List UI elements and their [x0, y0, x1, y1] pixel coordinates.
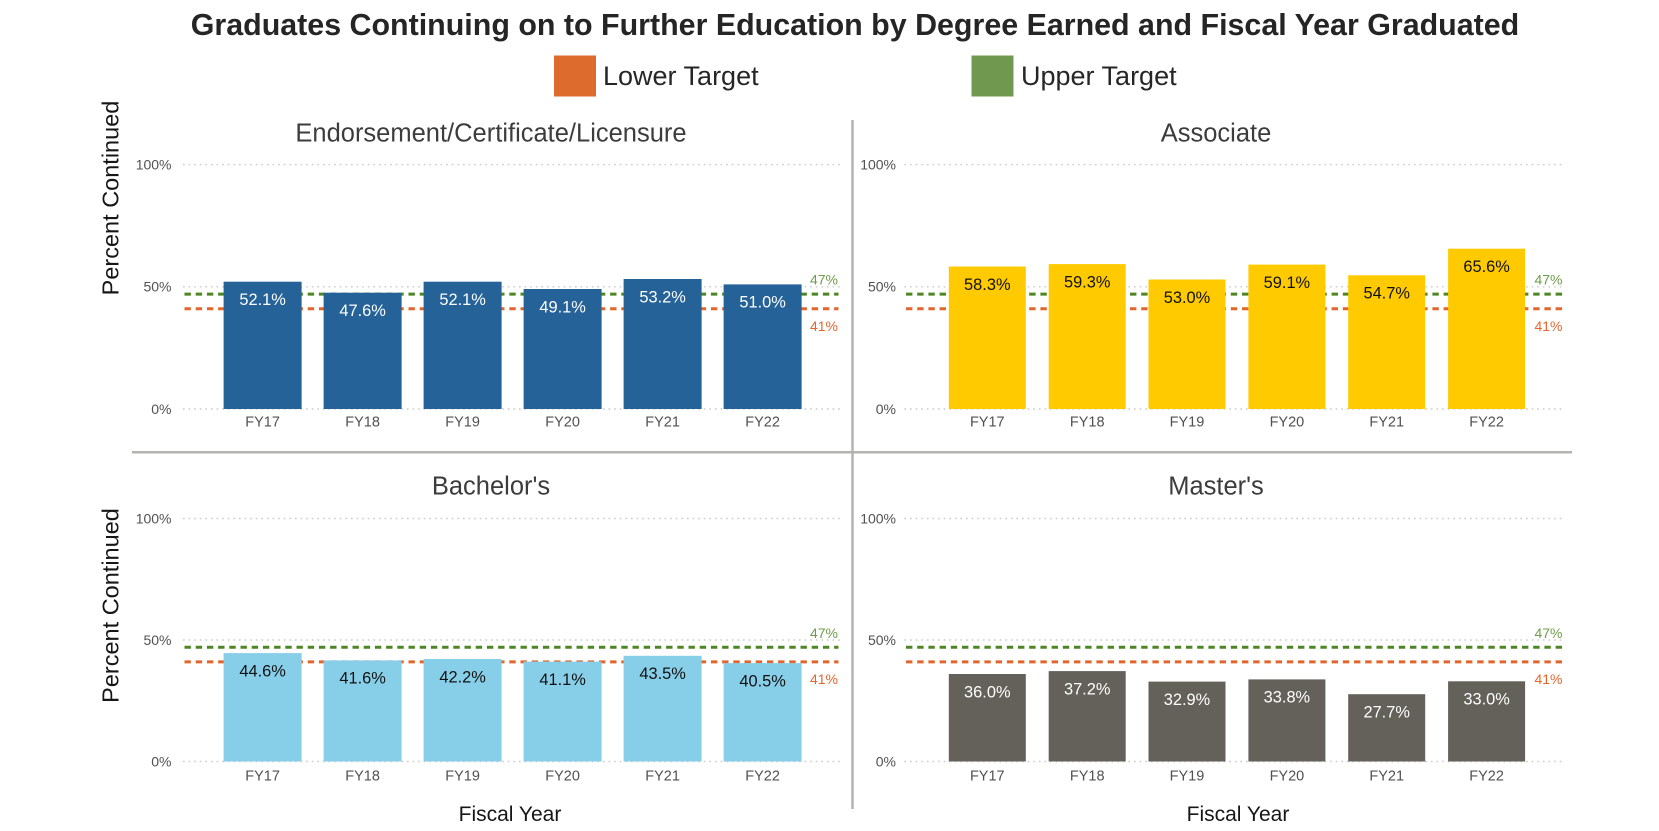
svg-text:Lower Target: Lower Target [603, 61, 759, 91]
svg-text:59.1%: 59.1% [1264, 274, 1310, 292]
svg-text:41.1%: 41.1% [539, 671, 585, 689]
svg-text:27.7%: 27.7% [1363, 704, 1409, 722]
svg-text:43.5%: 43.5% [639, 665, 685, 683]
svg-text:FY17: FY17 [245, 769, 280, 785]
svg-text:47%: 47% [810, 272, 838, 288]
svg-text:FY22: FY22 [1469, 415, 1504, 431]
svg-text:47%: 47% [810, 625, 838, 641]
svg-text:Associate: Associate [1161, 120, 1272, 148]
svg-text:Upper Target: Upper Target [1021, 61, 1177, 91]
svg-text:50%: 50% [868, 279, 896, 295]
svg-text:49.1%: 49.1% [539, 298, 585, 316]
svg-text:FY20: FY20 [545, 769, 580, 785]
svg-text:41%: 41% [810, 671, 838, 687]
svg-text:FY19: FY19 [1170, 769, 1205, 785]
svg-text:59.3%: 59.3% [1064, 273, 1110, 291]
svg-text:FY18: FY18 [345, 415, 380, 431]
svg-text:Endorsement/Certificate/Licens: Endorsement/Certificate/Licensure [295, 120, 686, 148]
svg-text:50%: 50% [143, 279, 171, 295]
svg-text:FY21: FY21 [1369, 769, 1404, 785]
svg-text:FY21: FY21 [1369, 415, 1404, 431]
svg-text:FY18: FY18 [1070, 415, 1105, 431]
svg-text:53.0%: 53.0% [1164, 289, 1210, 307]
svg-text:47%: 47% [1534, 272, 1562, 288]
svg-text:FY17: FY17 [970, 769, 1005, 785]
svg-text:0%: 0% [151, 753, 171, 769]
svg-text:100%: 100% [136, 156, 172, 172]
svg-text:42.2%: 42.2% [439, 668, 485, 686]
svg-text:100%: 100% [860, 510, 896, 526]
svg-text:41.6%: 41.6% [339, 670, 385, 688]
svg-text:47.6%: 47.6% [339, 302, 385, 320]
svg-text:40.5%: 40.5% [739, 672, 785, 690]
svg-text:100%: 100% [860, 156, 896, 172]
svg-text:Graduates Continuing on to Fur: Graduates Continuing on to Further Educa… [191, 8, 1519, 42]
svg-text:FY17: FY17 [245, 415, 280, 431]
svg-text:0%: 0% [876, 401, 896, 417]
svg-text:41%: 41% [1534, 671, 1562, 687]
svg-text:FY19: FY19 [445, 415, 480, 431]
svg-text:52.1%: 52.1% [239, 291, 285, 309]
svg-text:FY18: FY18 [1070, 769, 1105, 785]
svg-text:FY20: FY20 [1270, 415, 1305, 431]
svg-text:FY21: FY21 [645, 415, 680, 431]
svg-text:Fiscal Year: Fiscal Year [459, 803, 562, 826]
svg-text:36.0%: 36.0% [964, 683, 1010, 701]
svg-text:33.0%: 33.0% [1463, 691, 1509, 709]
svg-text:FY22: FY22 [1469, 769, 1504, 785]
svg-text:FY17: FY17 [970, 415, 1005, 431]
svg-text:FY18: FY18 [345, 769, 380, 785]
svg-text:44.6%: 44.6% [239, 662, 285, 680]
svg-text:FY22: FY22 [745, 415, 780, 431]
svg-text:0%: 0% [876, 753, 896, 769]
svg-text:0%: 0% [151, 401, 171, 417]
svg-text:FY21: FY21 [645, 769, 680, 785]
svg-text:Fiscal Year: Fiscal Year [1187, 803, 1290, 826]
svg-text:FY19: FY19 [1170, 415, 1205, 431]
svg-text:Percent Continued: Percent Continued [98, 101, 124, 296]
svg-text:65.6%: 65.6% [1463, 258, 1509, 276]
svg-text:100%: 100% [136, 510, 172, 526]
svg-text:FY20: FY20 [1270, 769, 1305, 785]
svg-text:Percent Continued: Percent Continued [98, 508, 124, 703]
svg-text:54.7%: 54.7% [1363, 285, 1409, 303]
svg-text:41%: 41% [810, 318, 838, 334]
svg-text:33.8%: 33.8% [1264, 689, 1310, 707]
svg-text:FY20: FY20 [545, 415, 580, 431]
svg-text:FY22: FY22 [745, 769, 780, 785]
svg-text:47%: 47% [1534, 625, 1562, 641]
svg-text:53.2%: 53.2% [639, 288, 685, 306]
svg-text:52.1%: 52.1% [439, 291, 485, 309]
svg-text:FY19: FY19 [445, 769, 480, 785]
svg-text:50%: 50% [868, 632, 896, 648]
svg-text:Bachelor's: Bachelor's [432, 473, 550, 501]
svg-text:Master's: Master's [1168, 473, 1264, 501]
svg-text:37.2%: 37.2% [1064, 680, 1110, 698]
svg-text:51.0%: 51.0% [739, 294, 785, 312]
svg-text:58.3%: 58.3% [964, 276, 1010, 294]
svg-text:50%: 50% [143, 632, 171, 648]
svg-text:32.9%: 32.9% [1164, 691, 1210, 709]
svg-text:41%: 41% [1534, 318, 1562, 334]
